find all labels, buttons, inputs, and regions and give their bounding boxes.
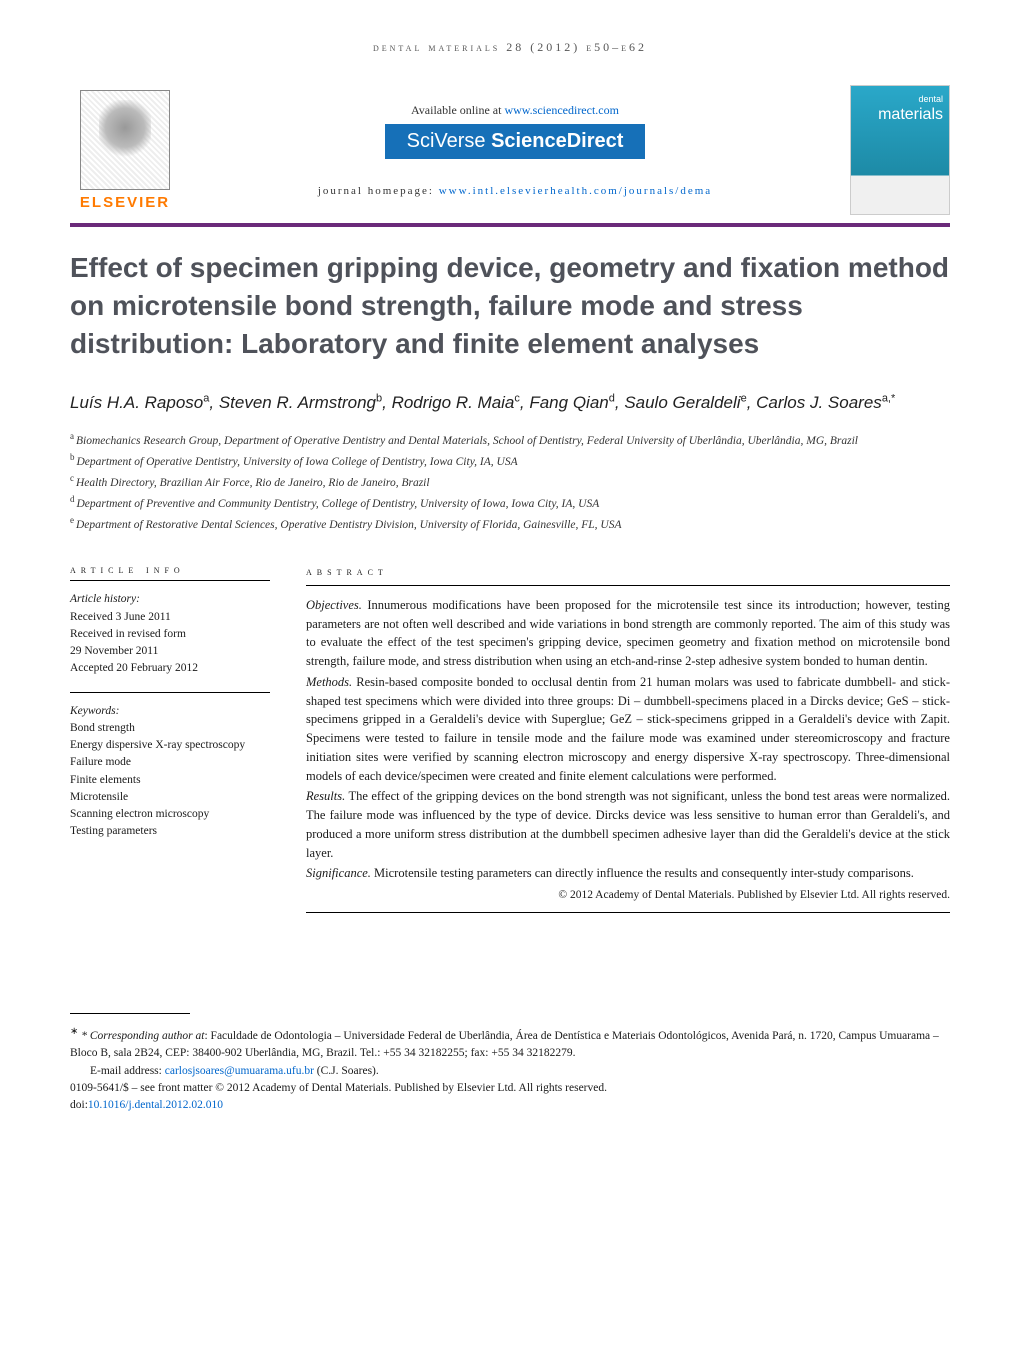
affiliation: aBiomechanics Research Group, Department… (70, 430, 950, 450)
author: Fang Qiand (529, 393, 615, 412)
available-text: Available online at (411, 103, 504, 117)
author: Saulo Geraldelie (624, 393, 746, 412)
objectives-label: Objectives. (306, 598, 362, 612)
thin-rule (306, 585, 950, 586)
doi-link[interactable]: 10.1016/j.dental.2012.02.010 (88, 1099, 223, 1111)
methods-text: Resin-based composite bonded to occlusal… (306, 675, 950, 783)
abstract-head: abstract (306, 564, 950, 581)
article-info-col: article info Article history: Received 3… (70, 564, 270, 923)
keyword: Scanning electron microscopy (70, 806, 270, 823)
homepage-prefix: journal homepage: (318, 185, 439, 197)
keyword: Microtensile (70, 789, 270, 806)
center-banner: Available online at www.sciencedirect.co… (180, 103, 850, 197)
running-header: dental materials 28 (2012) e50–e62 (70, 40, 950, 55)
email-who: (C.J. Soares). (314, 1065, 379, 1077)
objectives-text: Innumerous modifications have been propo… (306, 598, 950, 668)
history-received: Received 3 June 2011 (70, 609, 270, 626)
significance-text: Microtensile testing parameters can dire… (371, 866, 914, 880)
history-revised2: 29 November 2011 (70, 643, 270, 660)
keyword: Testing parameters (70, 823, 270, 840)
info-abstract-row: article info Article history: Received 3… (70, 564, 950, 923)
doi-line: doi:10.1016/j.dental.2012.02.010 (70, 1097, 950, 1114)
author: Carlos J. Soaresa,* (756, 393, 895, 412)
cover-small-word: dental (918, 94, 943, 104)
copyright-line: © 2012 Academy of Dental Materials. Publ… (306, 887, 950, 904)
keyword: Failure mode (70, 754, 270, 771)
keyword: Energy dispersive X-ray spectroscopy (70, 737, 270, 754)
author-list: Luís H.A. Raposoa, Steven R. Armstrongb,… (70, 390, 950, 416)
thin-rule (70, 692, 270, 693)
footnotes: ∗ * Corresponding author at: Faculdade d… (70, 1024, 950, 1114)
methods-label: Methods. (306, 675, 352, 689)
elsevier-wordmark: ELSEVIER (70, 194, 180, 211)
front-matter: 0109-5641/$ – see front matter © 2012 Ac… (70, 1080, 950, 1097)
thin-rule (306, 912, 950, 913)
abstract-col: abstract Objectives. Innumerous modifica… (306, 564, 950, 923)
sciverse-word1: SciVerse (407, 130, 491, 152)
keywords-block: Keywords: Bond strengthEnergy dispersive… (70, 703, 270, 841)
homepage-link[interactable]: www.intl.elsevierhealth.com/journals/dem… (439, 185, 712, 197)
history-accepted: Accepted 20 February 2012 (70, 660, 270, 677)
sciverse-word2: ScienceDirect (491, 130, 623, 152)
elsevier-tree-icon (80, 90, 170, 190)
significance-label: Significance. (306, 866, 371, 880)
history-revised1: Received in revised form (70, 626, 270, 643)
cover-title-word: materials (878, 106, 943, 124)
affiliation-list: aBiomechanics Research Group, Department… (70, 430, 950, 534)
affiliation: cHealth Directory, Brazilian Air Force, … (70, 472, 950, 492)
results-text: The effect of the gripping devices on th… (306, 789, 950, 859)
email-label: E-mail address: (90, 1065, 165, 1077)
keyword: Finite elements (70, 772, 270, 789)
sciencedirect-link[interactable]: www.sciencedirect.com (504, 103, 619, 117)
affiliation: eDepartment of Restorative Dental Scienc… (70, 514, 950, 534)
abstract-body: Objectives. Innumerous modifications hav… (306, 596, 950, 905)
homepage-line: journal homepage: www.intl.elsevierhealt… (200, 185, 830, 197)
corresp-label: * Corresponding author at (81, 1030, 204, 1042)
elsevier-logo-block: ELSEVIER (70, 90, 180, 211)
article-history: Article history: Received 3 June 2011 Re… (70, 591, 270, 677)
top-banner: ELSEVIER Available online at www.science… (70, 85, 950, 215)
affiliation: bDepartment of Operative Dentistry, Univ… (70, 451, 950, 471)
article-info-head: article info (70, 564, 270, 576)
keyword: Bond strength (70, 720, 270, 737)
purple-rule (70, 223, 950, 227)
author: Rodrigo R. Maiac (392, 393, 520, 412)
corresponding-author: ∗ * Corresponding author at: Faculdade d… (70, 1024, 950, 1062)
email-line: E-mail address: carlosjsoares@umuarama.u… (70, 1063, 950, 1080)
doi-label: doi: (70, 1099, 88, 1111)
history-label: Article history: (70, 591, 270, 608)
keywords-label: Keywords: (70, 703, 270, 720)
results-label: Results. (306, 789, 345, 803)
email-link[interactable]: carlosjsoares@umuarama.ufu.br (165, 1065, 314, 1077)
thin-rule (70, 580, 270, 581)
author: Steven R. Armstrongb (219, 393, 382, 412)
footnote-rule (70, 1013, 190, 1014)
article-title: Effect of specimen gripping device, geom… (70, 249, 950, 362)
sciverse-logo: SciVerse ScienceDirect (385, 124, 646, 159)
journal-cover-thumb: dental materials (850, 85, 950, 215)
affiliation: dDepartment of Preventive and Community … (70, 493, 950, 513)
author: Luís H.A. Raposoa (70, 393, 209, 412)
available-online-line: Available online at www.sciencedirect.co… (200, 103, 830, 118)
